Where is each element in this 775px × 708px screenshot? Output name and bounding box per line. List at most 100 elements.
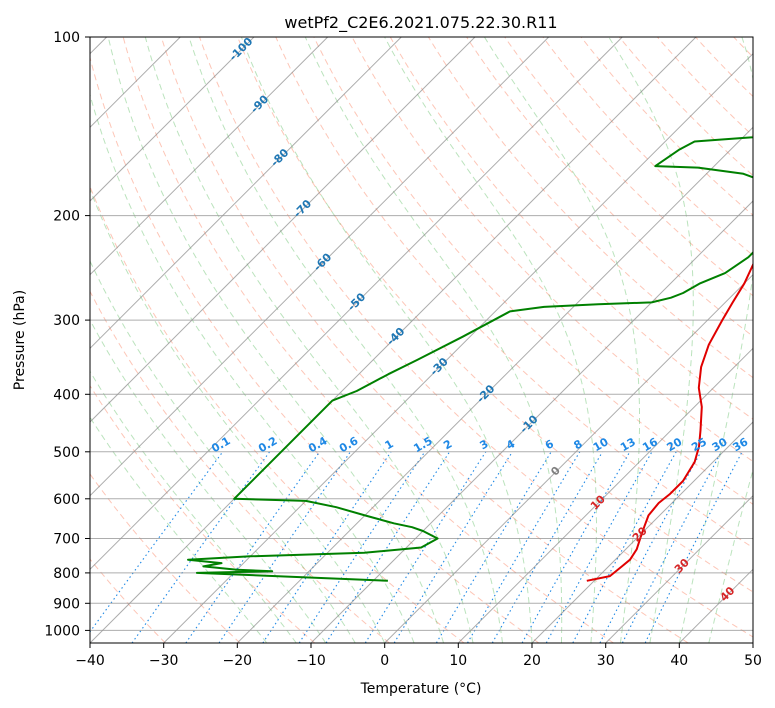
isotherm-line	[90, 37, 402, 350]
mixing-ratio-line	[467, 451, 581, 643]
dry-adiabat-line	[657, 37, 753, 137]
x-axis-label: Temperature (°C)	[360, 681, 482, 697]
dry-adiabat-line	[389, 37, 753, 420]
moist-adiabat-line	[384, 37, 597, 643]
moist-adiabat-line	[90, 259, 356, 643]
isotherm-line	[384, 273, 753, 643]
moist-adiabat-line	[608, 37, 694, 643]
mixing-ratio-label: 2	[441, 437, 454, 452]
dry-adiabat-line	[733, 37, 753, 58]
plot-frame	[89, 36, 754, 644]
mixing-ratio-line	[218, 451, 351, 643]
moist-adiabat-line	[90, 319, 327, 643]
pressure-gridlines	[90, 37, 753, 631]
isotherm-line	[163, 52, 753, 643]
mixing-ratio-line	[90, 451, 224, 633]
isotherm-line	[605, 494, 753, 643]
mixing-ratio-line	[491, 451, 603, 643]
moist-adiabat-line	[90, 188, 386, 643]
dry-adiabat-line	[90, 185, 465, 643]
y-tick-label: 1000	[44, 623, 80, 639]
mixing-ratio-line	[131, 451, 271, 643]
dry-adiabat-line	[695, 37, 753, 98]
x-tick-label: −30	[149, 653, 179, 669]
mixing-ratio-line	[599, 451, 702, 643]
y-tick-label: 900	[53, 596, 80, 612]
mixing-ratio-line	[521, 451, 631, 643]
mixing-ratio-line	[572, 451, 677, 643]
mixing-ratio-label: 4	[504, 437, 517, 452]
moist-adiabat-line	[90, 370, 297, 643]
dry-adiabat-line	[90, 55, 540, 643]
y-tick-label: 800	[53, 566, 80, 582]
moist-adiabat-line	[107, 37, 445, 643]
mixing-ratio-line	[298, 451, 426, 643]
moist-adiabat-line	[483, 37, 640, 643]
x-tick-label: −40	[75, 653, 105, 669]
isotherm-label: -90	[248, 92, 271, 115]
dry-adiabat-line	[504, 37, 753, 297]
isotherm-line	[90, 37, 476, 423]
dry-adiabat-line	[90, 473, 241, 643]
isotherm-line	[236, 126, 753, 643]
dry-adiabat-line	[90, 384, 316, 643]
isotherm-line	[752, 642, 753, 643]
isotherm-line	[90, 37, 550, 497]
y-tick-label: 100	[53, 30, 80, 46]
x-tick-label: 30	[597, 653, 615, 669]
dewpoint-profile-line	[187, 136, 753, 582]
dry-adiabats	[90, 37, 753, 643]
isotherm-line	[90, 37, 329, 276]
x-tick-label: 0	[380, 653, 389, 669]
x-tick-label: −20	[223, 653, 253, 669]
profile-series	[187, 136, 753, 582]
isotherm-label: 0	[548, 464, 563, 479]
mixing-ratio-line	[545, 451, 653, 643]
y-tick-label: 200	[53, 209, 80, 225]
x-tick-label: −10	[296, 653, 326, 669]
y-tick-label: 300	[53, 313, 80, 329]
y-axis-ticks: 100 200 300 400 500 600 700 800 900 1000	[44, 30, 90, 639]
dry-adiabat-line	[237, 37, 753, 593]
plot-area: 0.1 0.2 0.4 0.6 1 1.5 2 3 4 6 8 10 13 16 20 25 30 36-100-…	[90, 37, 753, 643]
dry-adiabat-line	[313, 37, 753, 505]
mixing-ratio-line	[185, 451, 321, 643]
x-axis-ticks: −40 −30 −20 −10 0 10 20 30 40 50	[75, 643, 762, 669]
y-tick-label: 600	[53, 492, 80, 508]
dry-adiabat-line	[351, 37, 753, 463]
dry-adiabat-line	[580, 37, 753, 216]
x-tick-label: 40	[670, 653, 688, 669]
moist-adiabat-line	[304, 37, 563, 643]
isotherm-line	[457, 347, 753, 643]
mixing-ratio-line	[393, 451, 513, 643]
y-tick-label: 500	[53, 445, 80, 461]
moist-adiabat-line	[240, 37, 533, 643]
dry-adiabat-line	[122, 37, 614, 643]
x-tick-label: 10	[449, 653, 467, 669]
mixing-ratio-line	[364, 451, 487, 643]
y-tick-label: 700	[53, 532, 80, 548]
dry-adiabat-line	[90, 290, 390, 643]
moist-adiabat-line	[90, 416, 268, 643]
moist-adiabat-line	[708, 467, 753, 643]
mixing-ratio-label: 6	[543, 437, 556, 452]
isotherm-label: -60	[311, 250, 334, 273]
dry-adiabat-line	[160, 37, 689, 643]
inline-labels: 0.1 0.2 0.4 0.6 1 1.5 2 3 4 6 8 10 13 16 20 25 30 36-100-…	[209, 37, 750, 604]
isotherm-line	[531, 421, 753, 643]
moist-adiabat-line	[188, 37, 503, 643]
mixing-ratio-line	[644, 451, 743, 643]
x-tick-label: 20	[523, 653, 541, 669]
isotherm-line	[90, 37, 255, 202]
isotherm-line	[678, 568, 753, 643]
dry-adiabat-line	[275, 37, 753, 549]
temperature-profile-line	[586, 262, 753, 582]
isotherms	[90, 37, 753, 643]
isotherm-line	[90, 37, 623, 571]
mixing-ratio-line	[325, 451, 451, 643]
y-axis-label: Pressure (hPa)	[12, 290, 28, 390]
dry-adiabat-line	[466, 37, 753, 338]
moist-adiabat-line	[144, 37, 474, 643]
y-tick-label: 400	[53, 387, 80, 403]
